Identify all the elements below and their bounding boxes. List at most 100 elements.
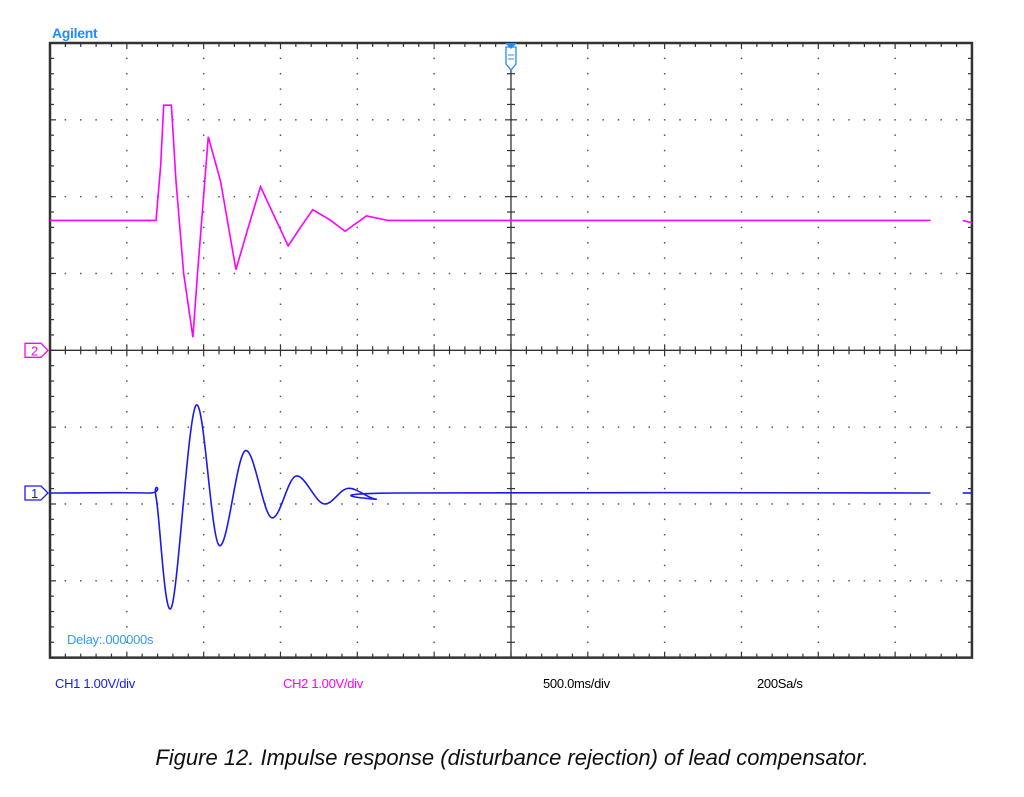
grid-dot bbox=[663, 103, 666, 106]
grid-dot bbox=[587, 441, 589, 444]
grid-dot bbox=[110, 426, 113, 428]
grid-dot bbox=[740, 257, 743, 259]
grid-dot bbox=[279, 610, 282, 613]
grid-dot bbox=[587, 180, 589, 183]
delay-readout: Delay:.000000s bbox=[67, 632, 154, 647]
grid-dot bbox=[141, 119, 143, 121]
grid-dot bbox=[402, 119, 405, 121]
grid-dot bbox=[955, 503, 958, 505]
grid-dot bbox=[126, 211, 128, 213]
grid-dot bbox=[387, 272, 389, 275]
grid-dot bbox=[817, 318, 820, 321]
grid-dot bbox=[464, 580, 466, 582]
grid-dot bbox=[126, 134, 128, 136]
grid-dot bbox=[587, 318, 589, 321]
grid-dot bbox=[894, 595, 896, 597]
grid-dot bbox=[740, 226, 743, 229]
grid-dot bbox=[602, 119, 604, 121]
ch2-scale: CH2 1.00V/div bbox=[283, 676, 363, 691]
grid-dot bbox=[817, 580, 820, 582]
grid-dot bbox=[587, 549, 589, 551]
grid-dot bbox=[356, 103, 359, 106]
grid-dot bbox=[356, 395, 359, 398]
grid-dot bbox=[264, 426, 266, 428]
grid-dot bbox=[740, 195, 743, 198]
grid-dot bbox=[525, 580, 528, 582]
grid-dot bbox=[279, 119, 282, 121]
grid-dot bbox=[740, 180, 743, 183]
grid-dot bbox=[233, 119, 236, 121]
grid-dot bbox=[756, 503, 758, 505]
grid-dot bbox=[771, 503, 773, 505]
grid-dot bbox=[894, 149, 896, 152]
grid-dot bbox=[863, 426, 866, 428]
grid-dot bbox=[848, 503, 850, 505]
grid-dot bbox=[894, 57, 896, 60]
grid-dot bbox=[740, 72, 743, 75]
grid-dot bbox=[894, 411, 896, 413]
grid-dot bbox=[633, 272, 635, 275]
grid-dot bbox=[202, 533, 205, 536]
grid-dot bbox=[587, 487, 589, 490]
grid-dot bbox=[325, 426, 328, 428]
grid-dot bbox=[356, 610, 359, 613]
grid-dot bbox=[126, 595, 128, 597]
grid-dot bbox=[479, 119, 481, 121]
grid-dot bbox=[848, 580, 850, 582]
grid-dot bbox=[894, 318, 896, 321]
grid-dot bbox=[356, 288, 359, 290]
grid-dot bbox=[494, 426, 497, 428]
grid-dot bbox=[279, 549, 282, 551]
grid-dot bbox=[295, 195, 297, 198]
grid-dot bbox=[310, 580, 312, 582]
grid-dot bbox=[663, 457, 666, 459]
grid-dot bbox=[771, 272, 773, 275]
grid-dot bbox=[740, 318, 743, 321]
grid-dot bbox=[126, 518, 128, 521]
grid-dot bbox=[663, 503, 666, 505]
grid-dot bbox=[218, 119, 220, 121]
grid-dot bbox=[126, 119, 128, 121]
grid-dot bbox=[663, 257, 666, 259]
grid-dot bbox=[279, 364, 282, 367]
grid-dot bbox=[832, 272, 835, 275]
grid-dot bbox=[202, 288, 205, 290]
grid-dot bbox=[633, 195, 635, 198]
grid-dot bbox=[894, 549, 896, 551]
grid-dot bbox=[341, 580, 343, 582]
grid-dot bbox=[126, 303, 128, 305]
grid-dot bbox=[356, 334, 359, 336]
grid-dot bbox=[740, 441, 743, 444]
grid-dot bbox=[909, 426, 912, 428]
grid-dot bbox=[433, 57, 435, 60]
grid-dot bbox=[279, 334, 282, 336]
grid-dot bbox=[740, 134, 743, 136]
grid-dot bbox=[740, 272, 743, 275]
grid-dot bbox=[909, 272, 912, 275]
grid-dot bbox=[279, 272, 282, 275]
grid-dot bbox=[740, 57, 743, 60]
grid-dot bbox=[879, 195, 881, 198]
grid-dot bbox=[494, 119, 497, 121]
grid-dot bbox=[126, 533, 128, 536]
grid-dot bbox=[126, 180, 128, 183]
grid-dot bbox=[356, 242, 359, 244]
grid-dot bbox=[694, 503, 697, 505]
grid-dot bbox=[587, 411, 589, 413]
grid-dot bbox=[587, 334, 589, 336]
grid-dot bbox=[694, 195, 697, 198]
grid-dot bbox=[633, 426, 635, 428]
grid-dot bbox=[141, 195, 143, 198]
grid-dot bbox=[126, 411, 128, 413]
grid-dot bbox=[663, 395, 666, 398]
grid-dot bbox=[433, 487, 435, 490]
grid-dot bbox=[387, 195, 389, 198]
grid-dot bbox=[418, 119, 420, 121]
grid-dot bbox=[126, 165, 128, 167]
grid-dot bbox=[756, 580, 758, 582]
grid-dot bbox=[817, 149, 820, 152]
grid-dot bbox=[587, 165, 589, 167]
grid-dot bbox=[202, 580, 205, 582]
grid-dot bbox=[740, 533, 743, 536]
grid-dot bbox=[663, 72, 666, 75]
